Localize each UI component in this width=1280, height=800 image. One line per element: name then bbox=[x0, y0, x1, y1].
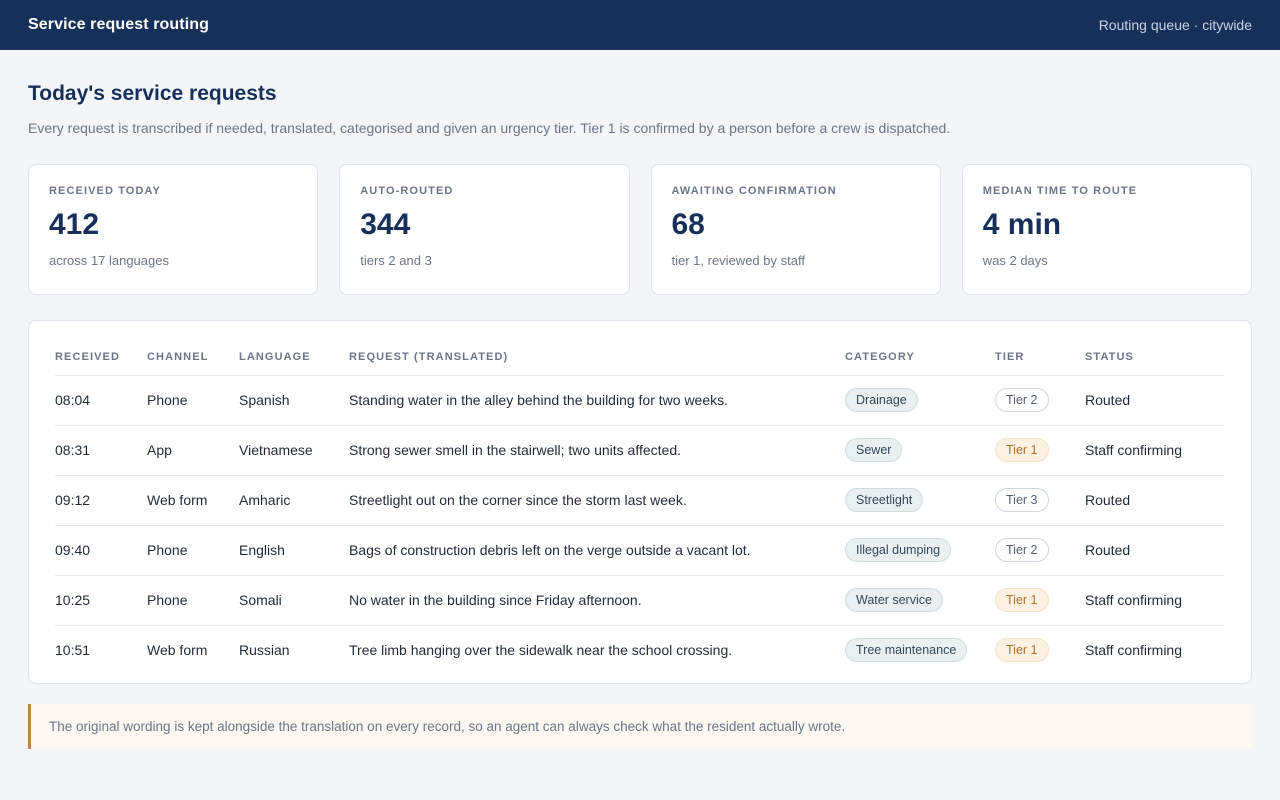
cell-tier: Tier 1 bbox=[995, 625, 1085, 675]
tier-badge: Tier 2 bbox=[995, 388, 1049, 412]
stat-note: tier 1, reviewed by staff bbox=[671, 253, 805, 268]
page-subtitle: Every request is transcribed if needed, … bbox=[28, 120, 951, 136]
cell-category: Water service bbox=[845, 575, 995, 626]
cell-category: Streetlight bbox=[845, 475, 995, 526]
table-row[interactable]: 08:04 Phone Spanish Standing water in the a… bbox=[55, 375, 1224, 426]
stat-card-median-time: MEDIAN TIME TO ROUTE 4 min was 2 days bbox=[961, 164, 1252, 295]
cell-channel: Phone bbox=[147, 575, 239, 626]
category-badge: Tree maintenance bbox=[845, 638, 968, 663]
stat-card-auto-routed: AUTO-ROUTED 344 tiers 2 and 3 bbox=[339, 164, 630, 295]
cell-request: No water in the building since Friday af… bbox=[349, 575, 845, 626]
cell-status: Staff confirming bbox=[1085, 425, 1224, 476]
table-row[interactable]: 08:31 App Vietnamese Strong sewer smell in … bbox=[55, 425, 1224, 476]
category-badge: Illegal dumping bbox=[845, 538, 952, 562]
cell-language: Vietnamese bbox=[239, 425, 349, 476]
table-row[interactable]: 09:12 Web form Amharic Streetlight out on t… bbox=[55, 475, 1224, 526]
cell-status: Routed bbox=[1085, 475, 1224, 526]
cell-received: 10:25 bbox=[55, 575, 147, 626]
cell-request: Standing water in the alley behind the b… bbox=[349, 375, 845, 426]
requests-table-card: RECEIVED CHANNEL LANGUAGE REQUEST (TRANS… bbox=[28, 320, 1252, 684]
cell-channel: Phone bbox=[147, 525, 239, 576]
column-header-channel[interactable]: CHANNEL bbox=[147, 339, 239, 376]
cell-request: Bags of construction debris left on the … bbox=[349, 525, 845, 576]
table-header-row: RECEIVED CHANNEL LANGUAGE REQUEST (TRANS… bbox=[55, 339, 1224, 376]
column-header-language[interactable]: LANGUAGE bbox=[239, 339, 349, 376]
cell-request: Tree limb hanging over the sidewalk near… bbox=[349, 642, 733, 659]
app-title: Service request routing bbox=[28, 16, 210, 33]
cell-status: Staff confirming bbox=[1085, 575, 1224, 626]
cell-request: Strong sewer smell in the stairwell; two… bbox=[349, 425, 845, 476]
stat-note: across 17 languages bbox=[49, 253, 169, 268]
stat-label: AWAITING CONFIRMATION bbox=[671, 185, 837, 197]
tier-badge: Tier 2 bbox=[995, 538, 1049, 562]
cell-channel: Phone bbox=[147, 375, 239, 426]
stat-value: 68 bbox=[671, 208, 705, 241]
category-badge: Water service bbox=[845, 588, 943, 612]
cell-received: 10:51 bbox=[55, 642, 91, 659]
cell-language: Spanish bbox=[239, 375, 349, 426]
cell-request: Streetlight out on the corner since the … bbox=[349, 475, 845, 526]
table-row[interactable]: 10:25 Phone Somali No water in the building… bbox=[55, 575, 1224, 626]
category-badge: Streetlight bbox=[845, 488, 924, 512]
main-content: Today's service requests Every request i… bbox=[0, 50, 1280, 749]
cell-language: Russian bbox=[239, 642, 290, 659]
cell-received: 09:40 bbox=[55, 525, 147, 576]
cell-tier: Tier 2 bbox=[995, 525, 1085, 576]
cell-channel: App bbox=[147, 425, 239, 476]
stat-note: tiers 2 and 3 bbox=[360, 253, 432, 268]
stat-note: was 2 days bbox=[982, 253, 1048, 268]
column-header-status[interactable]: STATUS bbox=[1085, 339, 1224, 376]
table-row[interactable]: 09:40 Phone English Bags of construction de… bbox=[55, 525, 1224, 576]
tier-badge: Tier 3 bbox=[995, 488, 1049, 512]
column-header-request[interactable]: REQUEST (TRANSLATED) bbox=[349, 339, 845, 376]
cell-category: Sewer bbox=[845, 425, 995, 476]
stat-label: MEDIAN TIME TO ROUTE bbox=[982, 185, 1138, 197]
table-body: 08:04 Phone Spanish Standing water in the a… bbox=[55, 375, 1224, 675]
cell-tier: Tier 3 bbox=[995, 475, 1085, 526]
stat-value: 344 bbox=[360, 208, 411, 241]
queue-label: Routing queue · citywide bbox=[1098, 17, 1252, 33]
page-title: Today's service requests bbox=[28, 82, 277, 105]
column-header-received[interactable]: RECEIVED bbox=[55, 339, 147, 376]
cell-status: Staff confirming bbox=[1085, 642, 1183, 659]
stat-value: 412 bbox=[49, 208, 100, 241]
tier-badge: Tier 1 bbox=[995, 638, 1049, 663]
category-badge: Sewer bbox=[845, 438, 903, 462]
tier-badge: Tier 1 bbox=[995, 438, 1049, 462]
cell-status: Routed bbox=[1085, 375, 1224, 426]
cell-received: 09:12 bbox=[55, 475, 147, 526]
stat-card-received: RECEIVED TODAY 412 across 17 languages bbox=[28, 164, 319, 295]
footnote-note: The original wording is kept alongside t… bbox=[28, 704, 1252, 749]
table-row[interactable]: 10:51 Web form Russian Tree limb hanging ov… bbox=[55, 625, 1224, 675]
cell-category: Drainage bbox=[845, 375, 995, 426]
column-header-category[interactable]: CATEGORY bbox=[845, 339, 995, 376]
stat-card-awaiting-confirmation: AWAITING CONFIRMATION 68 tier 1, reviewe… bbox=[650, 164, 941, 295]
cell-channel: Web form bbox=[147, 475, 239, 526]
cell-language: English bbox=[239, 525, 349, 576]
cell-tier: Tier 2 bbox=[995, 375, 1085, 426]
cell-category: Illegal dumping bbox=[845, 525, 995, 576]
stat-label: AUTO-ROUTED bbox=[360, 185, 454, 197]
requests-table: RECEIVED CHANNEL LANGUAGE REQUEST (TRANS… bbox=[55, 339, 1224, 675]
cell-channel: Web form bbox=[147, 642, 208, 659]
cell-tier: Tier 1 bbox=[995, 425, 1085, 476]
cell-language: Somali bbox=[239, 575, 349, 626]
top-bar: Service request routing Routing queue · … bbox=[0, 0, 1280, 50]
column-header-tier[interactable]: TIER bbox=[995, 339, 1085, 376]
cell-category: Tree maintenance bbox=[845, 625, 995, 675]
cell-received: 08:31 bbox=[55, 425, 147, 476]
tier-badge: Tier 1 bbox=[995, 588, 1049, 612]
stat-value: 4 min bbox=[982, 208, 1062, 241]
category-badge: Drainage bbox=[845, 388, 918, 412]
stats-row: RECEIVED TODAY 412 across 17 languages A… bbox=[28, 164, 1252, 295]
stat-label: RECEIVED TODAY bbox=[49, 185, 161, 197]
cell-language: Amharic bbox=[239, 475, 349, 526]
cell-tier: Tier 1 bbox=[995, 575, 1085, 626]
cell-received: 08:04 bbox=[55, 375, 147, 426]
cell-status: Routed bbox=[1085, 525, 1224, 576]
